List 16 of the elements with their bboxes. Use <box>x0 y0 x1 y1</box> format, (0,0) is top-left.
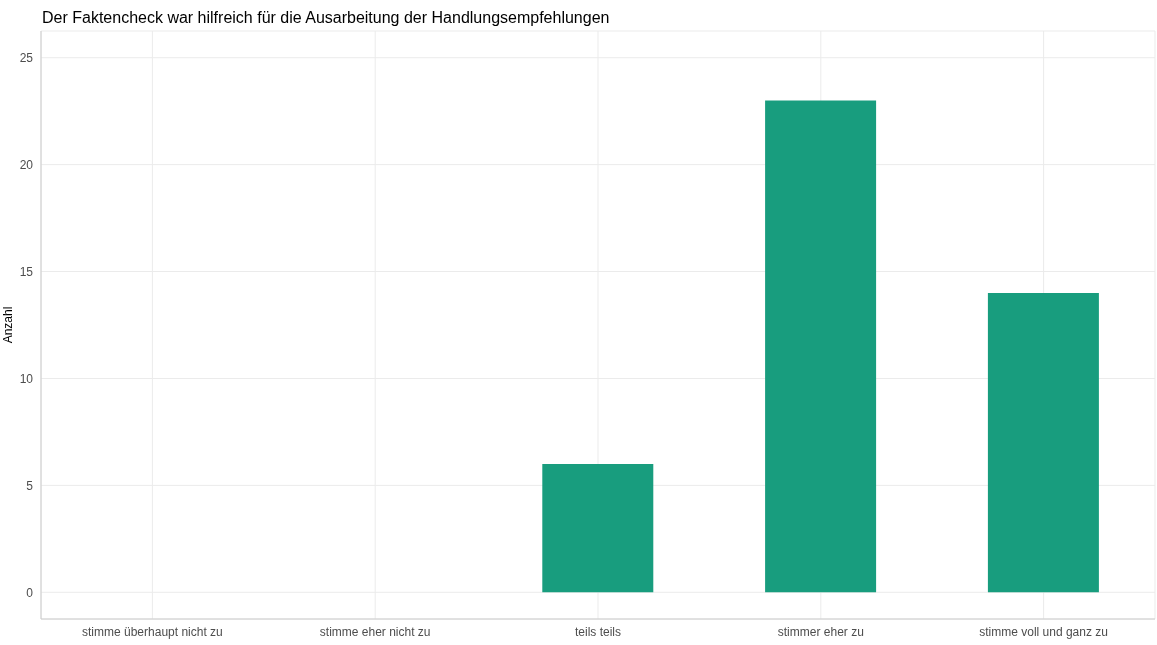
y-axis-title: Anzahl <box>1 306 16 344</box>
y-tick-label: 0 <box>26 585 34 600</box>
bar <box>987 292 1099 593</box>
chart-title: Der Faktencheck war hilfreich für die Ausarbeitung der Handlungsempfehlungen <box>42 9 610 27</box>
x-tick-label: teils teils <box>574 624 622 639</box>
y-tick-label: 15 <box>19 264 34 279</box>
y-tick-label: 20 <box>19 157 34 172</box>
x-tick-label: stimmer eher zu <box>777 624 864 639</box>
x-tick-label: stimme überhaupt nicht zu <box>82 624 223 639</box>
bar <box>542 463 654 593</box>
y-tick-label: 25 <box>19 50 34 65</box>
y-tick-label: 5 <box>26 478 34 493</box>
x-tick-label: stimme eher nicht zu <box>319 624 431 639</box>
x-tick-label: stimme voll und ganz zu <box>979 624 1108 639</box>
bar <box>765 100 877 593</box>
y-tick-label: 10 <box>19 371 34 386</box>
